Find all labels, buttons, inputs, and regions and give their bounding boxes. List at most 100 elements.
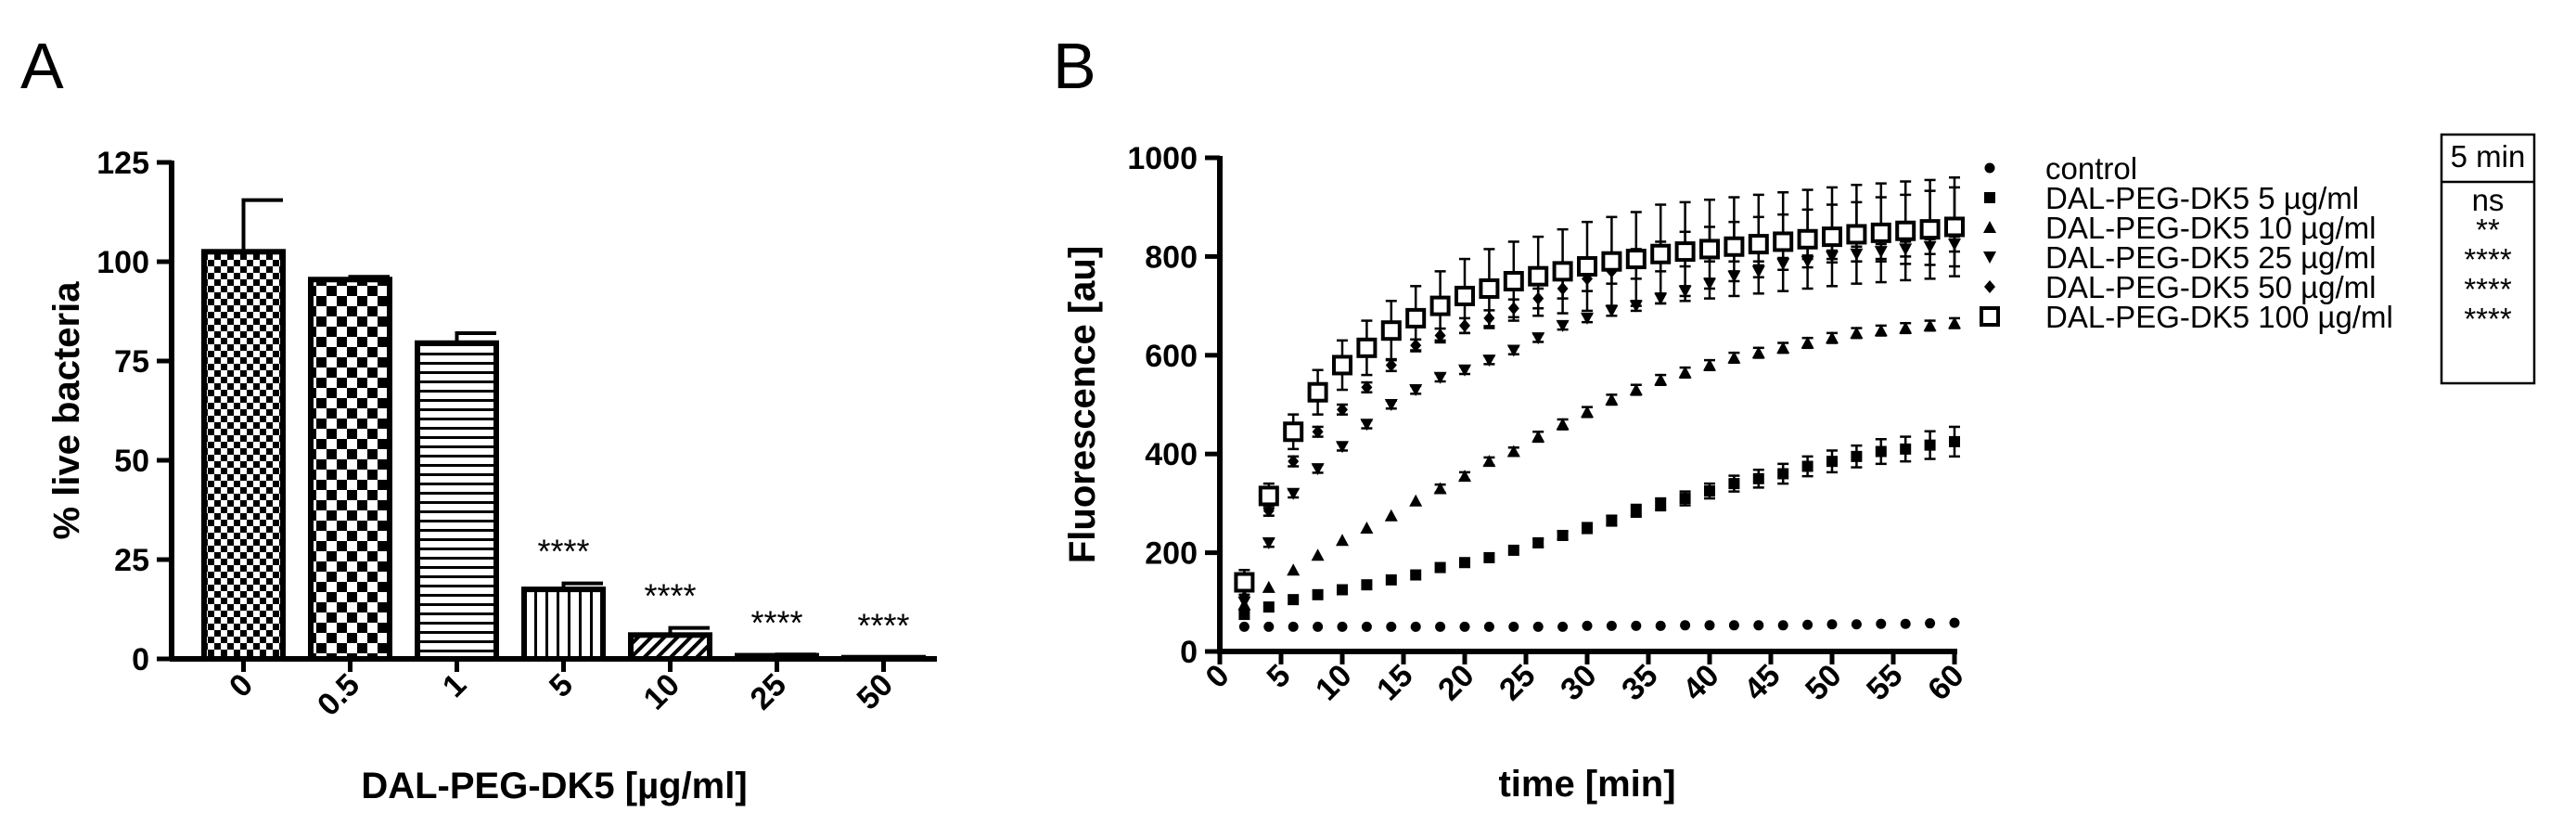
point-s2-30 [1581,405,1594,418]
point-s2-6 [1287,563,1301,576]
point-s0-24 [1508,621,1519,632]
series-1 [1238,425,1960,621]
legend-marker-3 [1983,251,1996,264]
bar-0.5 [308,277,392,662]
point-s1-58 [1924,439,1936,451]
point-s0-14 [1386,621,1397,632]
x-tick-label-35: 35 [1615,658,1665,708]
point-s1-20 [1459,557,1470,569]
point-s0-42 [1728,620,1739,631]
point-s1-60 [1949,435,1960,447]
point-s5-6 [1283,421,1304,443]
x-tick-label-50: 50 [1799,658,1849,708]
point-s1-2 [1238,609,1250,621]
point-s1-38 [1679,493,1691,505]
point-s1-50 [1826,456,1838,468]
y-tick-label-25: 25 [114,543,149,578]
x-tick-label-25: 25 [1493,658,1543,708]
point-s1-22 [1483,551,1495,563]
point-s2-32 [1605,393,1619,406]
point-s0-12 [1361,621,1372,632]
point-s3-20 [1458,364,1471,377]
point-s0-8 [1313,621,1324,632]
point-s0-46 [1777,620,1788,631]
point-s0-40 [1704,620,1715,631]
point-s0-44 [1753,620,1764,631]
bar-10 [628,632,712,663]
point-s5-38 [1674,241,1696,263]
point-s0-28 [1557,621,1569,632]
point-s5-16 [1405,307,1427,329]
point-s0-52 [1851,619,1862,630]
point-s3-22 [1482,354,1496,367]
series-3 [1237,235,1961,609]
point-s2-34 [1629,383,1643,396]
point-s5-42 [1724,236,1745,257]
point-s5-28 [1552,261,1573,282]
point-s3-14 [1384,399,1398,411]
x-tick-label-20: 20 [1431,658,1481,708]
point-s1-14 [1385,574,1397,586]
legend-label-3: DAL-PEG-DK5 25 µg/ml [2045,240,2376,275]
y-tick-label-600: 600 [1145,339,1198,374]
x-tick-label-10: 10 [637,667,687,717]
point-s1-46 [1777,468,1789,480]
point-s0-56 [1900,618,1911,629]
x-tick-label-45: 45 [1737,658,1788,708]
point-s5-46 [1773,231,1794,252]
x-tick-label-50: 50 [851,667,901,717]
point-s2-60 [1948,316,1961,329]
point-s2-24 [1506,445,1520,458]
legend-marker-0 [1984,162,1995,174]
point-s1-6 [1288,594,1300,606]
point-s2-56 [1899,321,1913,334]
point-s3-24 [1506,344,1520,357]
point-s0-6 [1288,621,1299,632]
point-s0-36 [1655,620,1666,631]
point-s5-32 [1601,251,1622,272]
y-tick-label-100: 100 [96,245,149,280]
point-s0-60 [1949,617,1960,628]
point-s1-48 [1801,460,1813,472]
x-tick-label-0.5: 0.5 [311,667,366,723]
point-s5-8 [1307,381,1328,403]
point-s5-14 [1380,320,1402,342]
point-s0-10 [1337,621,1348,632]
point-s2-4 [1262,580,1275,593]
point-s5-50 [1822,226,1842,248]
x-tick-label-40: 40 [1676,658,1726,708]
legend-label-4: DAL-PEG-DK5 50 µg/ml [2045,270,2376,304]
legend-label-5: DAL-PEG-DK5 100 µg/ml [2045,300,2393,334]
point-s3-12 [1360,419,1374,432]
y-tick-label-200: 200 [1145,536,1198,572]
point-s5-30 [1577,256,1597,277]
legend-header: 5 min [2451,139,2526,174]
point-s2-10 [1336,534,1349,547]
panel-b-letter: B [1053,30,1096,102]
point-s5-40 [1699,238,1720,260]
legend-label-0: control [2045,151,2137,186]
x-tick-label-1: 1 [436,667,473,704]
point-s3-16 [1409,384,1423,397]
point-s2-16 [1409,494,1423,507]
point-s0-20 [1459,621,1470,632]
series-0 [1238,617,1960,632]
point-s2-20 [1458,470,1471,483]
point-s5-26 [1528,265,1549,287]
x-tick-label-15: 15 [1370,658,1420,708]
point-s3-4 [1262,536,1275,549]
point-s0-2 [1238,621,1250,632]
point-s5-34 [1625,249,1647,270]
point-s5-2 [1234,572,1255,593]
point-s1-56 [1900,443,1912,455]
bar-0 [201,249,286,662]
point-s1-36 [1655,498,1667,510]
x-tick-label-55: 55 [1860,658,1910,708]
point-s5-56 [1895,220,1916,241]
point-s1-8 [1312,588,1324,600]
point-s2-54 [1874,324,1888,337]
point-s0-16 [1410,621,1421,632]
point-s5-52 [1846,224,1867,245]
point-s1-4 [1262,601,1275,613]
